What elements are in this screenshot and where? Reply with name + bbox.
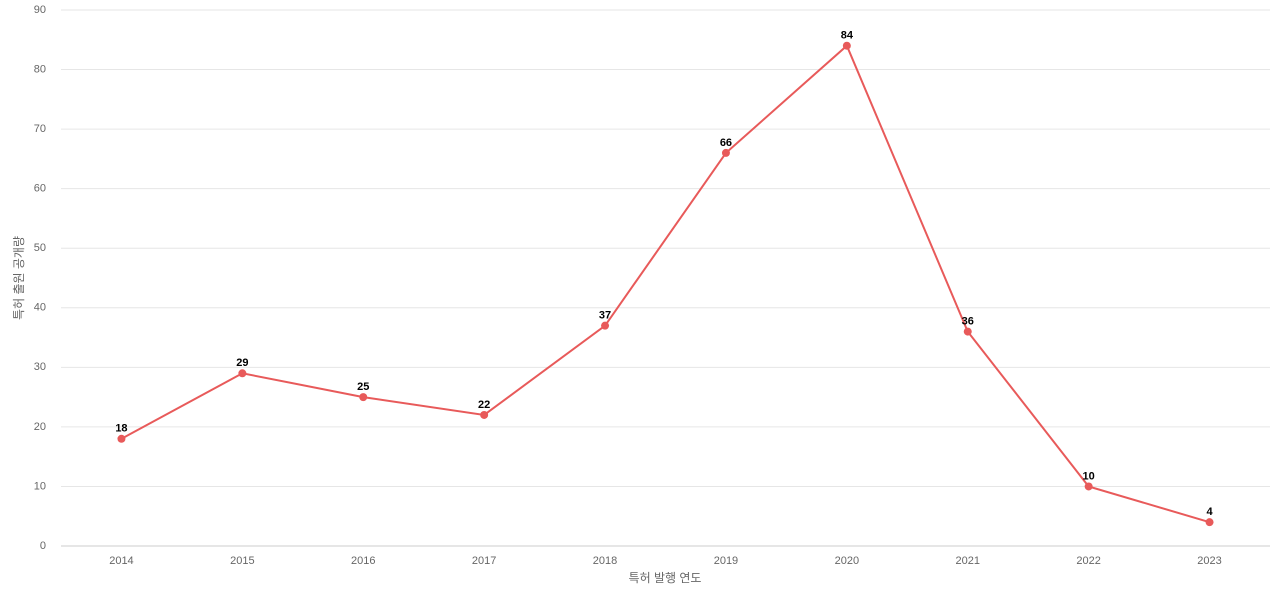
value-label: 25 bbox=[357, 381, 369, 393]
x-tick-label: 2021 bbox=[956, 555, 980, 567]
value-label: 22 bbox=[478, 399, 490, 411]
y-tick-label: 30 bbox=[34, 361, 46, 373]
value-label: 4 bbox=[1206, 506, 1213, 518]
value-label: 37 bbox=[599, 310, 611, 322]
x-tick-label: 2020 bbox=[835, 555, 859, 567]
x-tick-label: 2023 bbox=[1197, 555, 1221, 567]
point bbox=[842, 41, 851, 50]
y-tick-label: 50 bbox=[34, 242, 46, 254]
point bbox=[117, 434, 126, 443]
point bbox=[721, 148, 730, 157]
point bbox=[601, 321, 610, 330]
y-tick-label: 0 bbox=[40, 540, 46, 552]
value-label: 29 bbox=[236, 357, 248, 369]
x-tick-label: 2015 bbox=[230, 555, 254, 567]
x-tick-label: 2022 bbox=[1076, 555, 1100, 567]
value-label: 66 bbox=[720, 137, 732, 149]
point bbox=[480, 410, 489, 419]
x-tick-label: 2014 bbox=[109, 555, 133, 567]
x-tick-label: 2018 bbox=[593, 555, 617, 567]
y-tick-label: 60 bbox=[34, 183, 46, 195]
value-label: 84 bbox=[841, 30, 854, 42]
y-tick-label: 70 bbox=[34, 123, 46, 135]
line bbox=[120, 44, 1210, 524]
value-label: 18 bbox=[115, 423, 127, 435]
x-tick-label: 2019 bbox=[714, 555, 738, 567]
y-tick-label: 40 bbox=[34, 302, 46, 314]
y-axis-label: 특허 출원 공개량 bbox=[12, 236, 26, 320]
point bbox=[238, 369, 247, 378]
y-tick-label: 10 bbox=[34, 480, 46, 492]
value-label: 10 bbox=[1083, 470, 1095, 482]
y-tick-label: 20 bbox=[34, 421, 46, 433]
value-label: 36 bbox=[962, 316, 974, 328]
point bbox=[963, 327, 972, 336]
x-tick-label: 2016 bbox=[351, 555, 375, 567]
point bbox=[1084, 482, 1093, 491]
x-tick-label: 2017 bbox=[472, 555, 496, 567]
x-axis-label: 특허 발행 연도 bbox=[629, 570, 702, 585]
y-tick-label: 90 bbox=[34, 4, 46, 16]
point bbox=[359, 393, 368, 402]
y-tick-label: 80 bbox=[34, 63, 46, 75]
point bbox=[1205, 518, 1214, 527]
